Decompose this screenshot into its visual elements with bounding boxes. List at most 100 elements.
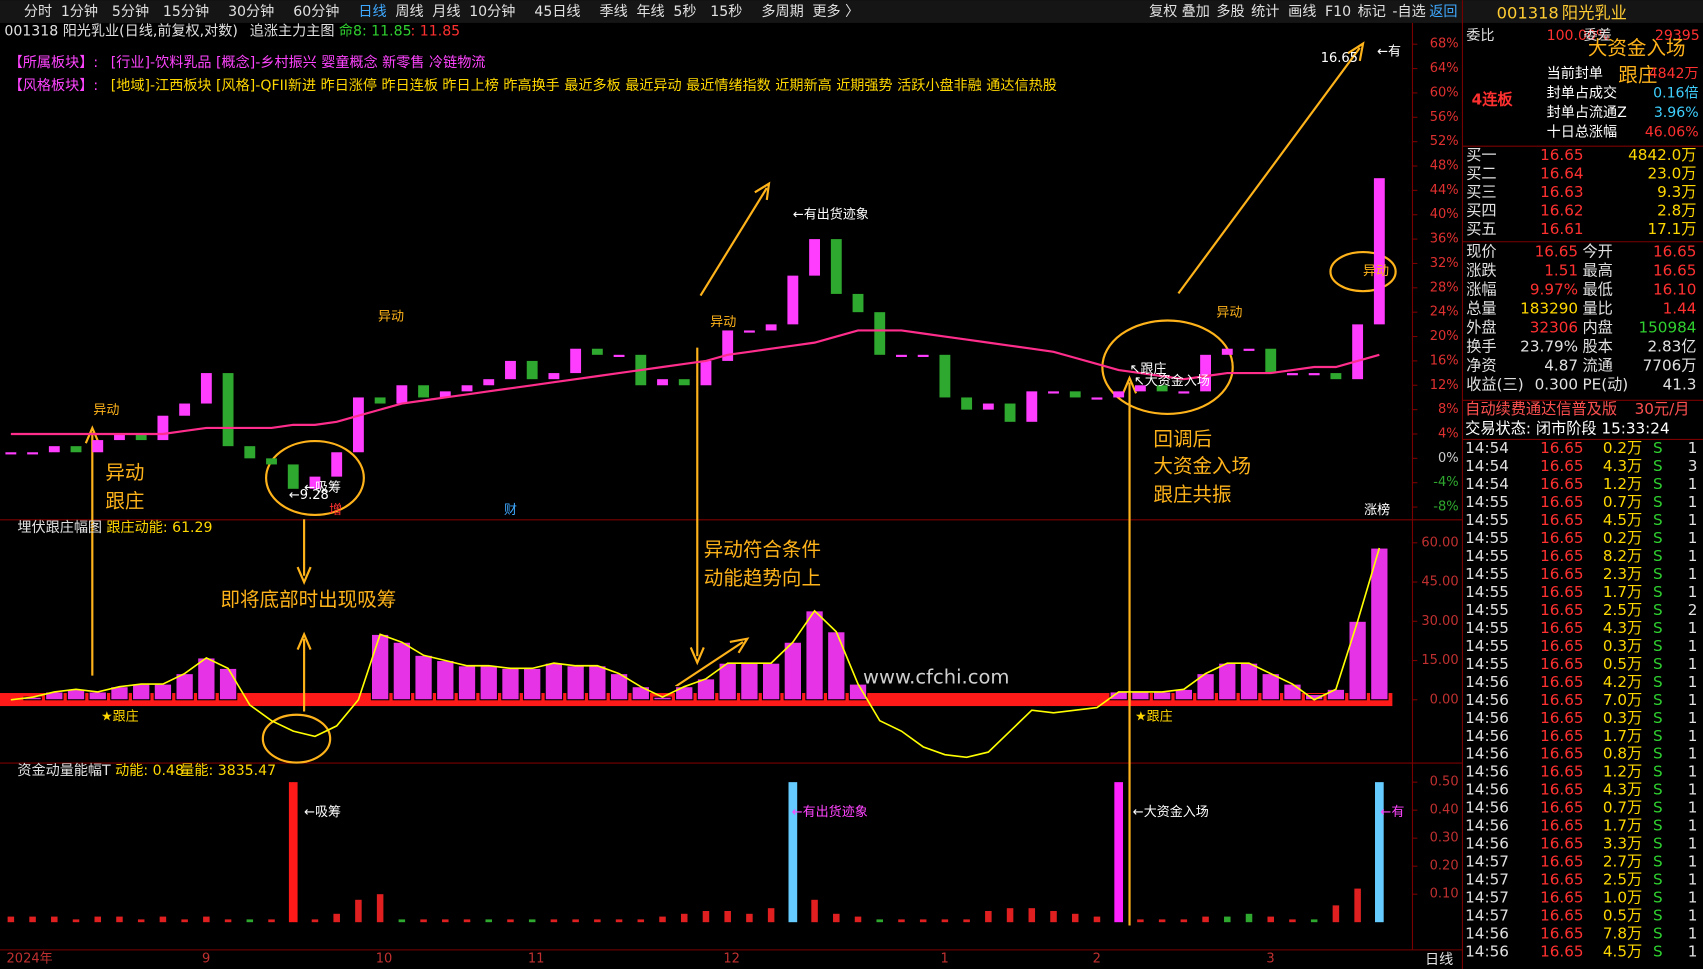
ad-link[interactable]: 自动续费通达信普及版 [1465,400,1617,418]
period-tab[interactable]: 月线 [432,4,460,20]
y-tick-label: -8% [1433,500,1458,515]
value: 4842万 [1649,66,1699,82]
candle [787,275,799,325]
tool-button[interactable]: 多股 [1216,3,1244,20]
bar [1332,905,1340,923]
bar [761,662,781,701]
bar [392,641,412,701]
y-tick-label: 28% [1430,280,1459,295]
bar [1245,913,1253,923]
period-tab[interactable]: 15分钟 [163,3,209,20]
trade-time: 14:57 [1465,889,1509,907]
trade-price: 16.65 [1540,709,1583,727]
tool-button[interactable]: 统计 [1251,4,1279,20]
sector-text: [地域]-江西板块 [风格]-QFII新进 昨日涨停 昨日连板 昨日上榜 昨高换… [111,77,1057,94]
period-tab[interactable]: 分时 [24,4,52,20]
bar [1152,691,1172,701]
candle [135,433,147,441]
period-tab[interactable]: 15秒 [710,4,742,20]
line [10,547,1381,759]
annotation: ★跟庄 [1135,708,1173,724]
period-tab[interactable]: 5秒 [673,4,696,20]
candle [548,373,560,380]
candle [1308,373,1320,376]
tool-button[interactable]: 叠加 [1182,4,1210,20]
bar [811,899,818,923]
period-tab[interactable]: 年线 [636,4,664,20]
annotation: 16.65 [1321,51,1358,66]
bar [767,908,775,923]
period-tab[interactable]: 10分钟 [469,3,515,20]
trade-price: 16.65 [1540,691,1583,709]
period-label: 日线 [1425,952,1453,968]
candle [591,348,603,355]
bar [724,910,731,923]
trade-price: 16.65 [1540,942,1583,960]
trade-count: 1 [1688,763,1698,781]
tool-button[interactable]: F10 [1325,4,1351,20]
trade-price: 16.65 [1540,745,1583,763]
period-tab[interactable]: 45日线 [534,4,580,20]
candle [1287,373,1298,376]
period-tab[interactable]: 周线 [395,4,423,20]
bar [376,894,384,923]
bar [7,916,15,923]
trade-volume: 7.8万 [1603,924,1642,942]
label: 收益(三) [1466,376,1523,394]
trade-count: 1 [1688,745,1698,763]
period-tab[interactable]: 60分钟 [293,3,339,20]
y-tick-label: 24% [1430,305,1459,320]
period-tab[interactable]: 更多 〉 [812,3,859,20]
bar [66,688,86,701]
period-tab[interactable]: 多周期 [761,3,803,20]
trade-time: 14:55 [1465,601,1509,619]
period-tab[interactable]: 5分钟 [112,3,149,20]
label: PE(动) [1582,376,1628,394]
bar [566,665,585,701]
period-tab[interactable]: 日线 [358,4,386,20]
bar [197,657,216,701]
annotation: ↖大资金入场 [1134,373,1210,389]
annotation: ←有出货迹象 [792,804,868,820]
label: 买五 [1466,220,1496,238]
candle [374,397,386,404]
tool-button[interactable]: 标记 [1358,4,1386,20]
indicator-value: 动能: 0.48 [115,763,184,779]
value: 9.3万 [1657,183,1696,201]
trade-volume: 4.5万 [1603,942,1642,960]
candle [1156,385,1168,392]
trade-side: S [1653,691,1663,709]
bar [1218,662,1237,701]
label: 封单占流通Z [1547,105,1628,121]
trade-side: S [1653,871,1663,889]
y-tick-label: 15.00 [1421,653,1458,668]
trade-time: 14:54 [1465,475,1509,493]
period-tab[interactable]: 1分钟 [61,3,98,20]
bar [659,916,666,923]
trade-side: S [1653,637,1663,655]
annotation: 异动 [1363,264,1389,279]
value: 4842.0万 [1628,146,1696,164]
label: 委比 [1466,28,1494,44]
bar [696,678,716,701]
candle [1265,348,1277,374]
tool-button[interactable]: 返回 [1429,4,1457,20]
bar [224,919,232,923]
annotation: ←大资金入场 [1133,804,1209,820]
bar [854,916,862,923]
bar [311,919,319,923]
period-tab[interactable]: 30分钟 [228,3,274,20]
bar [1050,910,1057,923]
tool-button[interactable]: -自选 [1392,4,1425,20]
y-tick-label: 0.10 [1430,887,1459,902]
trade-count: 1 [1688,529,1698,547]
y-tick-label: 0% [1438,451,1459,466]
annotation-big: 动能趋势向上 [704,566,821,589]
tool-button[interactable]: 画线 [1288,4,1316,20]
candle [874,312,886,355]
candle [982,403,994,410]
trade-side: S [1653,655,1663,673]
candle [678,379,690,386]
tool-button[interactable]: 复权 [1149,3,1177,20]
period-tab[interactable]: 季线 [600,4,628,20]
